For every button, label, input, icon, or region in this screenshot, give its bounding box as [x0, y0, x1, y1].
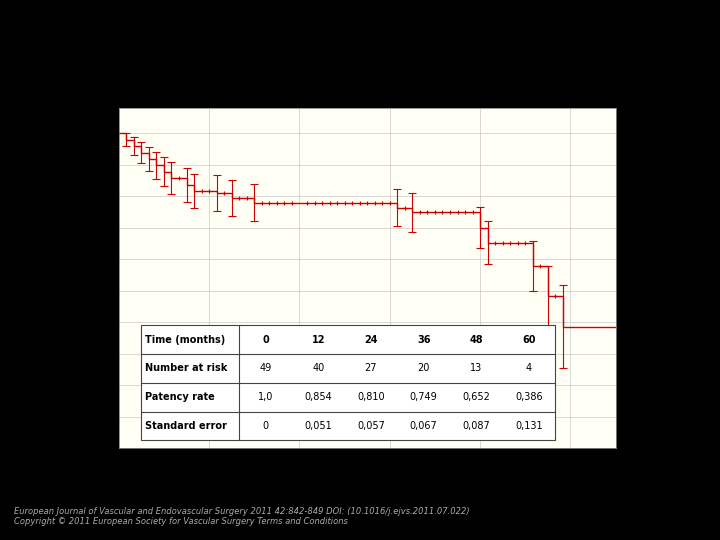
Text: 0,067: 0,067: [410, 421, 438, 431]
Text: 60: 60: [522, 335, 536, 345]
Text: 0,810: 0,810: [357, 392, 384, 402]
Text: 27: 27: [365, 363, 377, 374]
Text: 40: 40: [312, 363, 325, 374]
Text: Time (months): Time (months): [145, 335, 225, 345]
Text: 0,749: 0,749: [410, 392, 438, 402]
Text: 0,131: 0,131: [516, 421, 543, 431]
Y-axis label: Primary patency rate (with standard error bars): Primary patency rate (with standard erro…: [76, 154, 86, 402]
Text: 12: 12: [312, 335, 325, 345]
X-axis label: Months: Months: [344, 473, 390, 486]
Text: 4: 4: [526, 363, 532, 374]
Text: Copyright © 2011 European Society for Vascular Surgery Terms and Conditions: Copyright © 2011 European Society for Va…: [14, 517, 348, 526]
Text: 0,652: 0,652: [462, 392, 490, 402]
Text: 0,051: 0,051: [305, 421, 332, 431]
Text: 13: 13: [470, 363, 482, 374]
Text: Patency rate: Patency rate: [145, 392, 215, 402]
Text: 20: 20: [418, 363, 430, 374]
Text: 49: 49: [259, 363, 271, 374]
Text: 0: 0: [263, 421, 269, 431]
Text: 36: 36: [417, 335, 431, 345]
Text: 0,057: 0,057: [357, 421, 385, 431]
Bar: [141, 325, 555, 440]
Text: Number at risk: Number at risk: [145, 363, 228, 374]
Text: European Journal of Vascular and Endovascular Surgery 2011 42:842-849 DOI: (10.1: European Journal of Vascular and Endovas…: [14, 507, 470, 516]
Text: Figure 8: Figure 8: [332, 19, 388, 33]
Text: 1,0: 1,0: [258, 392, 274, 402]
Text: 48: 48: [469, 335, 483, 345]
Text: 0,386: 0,386: [516, 392, 543, 402]
Text: 0,854: 0,854: [305, 392, 332, 402]
Text: Standard error: Standard error: [145, 421, 227, 431]
Text: 0,087: 0,087: [462, 421, 490, 431]
Text: 24: 24: [364, 335, 378, 345]
Text: 0: 0: [262, 335, 269, 345]
